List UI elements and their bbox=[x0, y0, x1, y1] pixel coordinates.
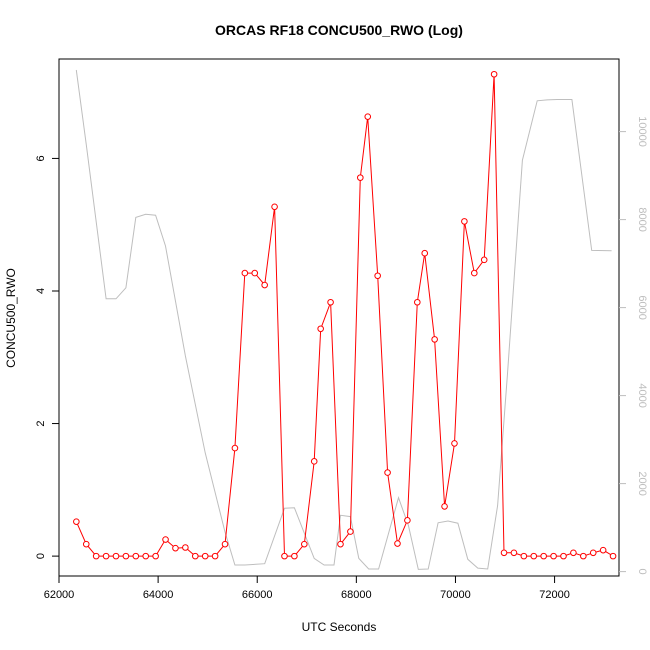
y-tick-label: 2 bbox=[35, 420, 47, 426]
data-point bbox=[589, 549, 597, 557]
data-point bbox=[451, 440, 458, 447]
data-point bbox=[520, 552, 528, 560]
data-point bbox=[327, 298, 334, 306]
data-point bbox=[461, 218, 468, 225]
data-point bbox=[301, 540, 308, 548]
data-point bbox=[122, 552, 130, 560]
x-tick-label: 70000 bbox=[440, 589, 471, 601]
data-point bbox=[404, 517, 411, 524]
data-point bbox=[480, 256, 488, 264]
data-point bbox=[560, 552, 567, 560]
data-point bbox=[337, 540, 344, 548]
data-point bbox=[550, 552, 557, 560]
y-axis: 0 2 4 6 bbox=[35, 155, 60, 559]
data-point bbox=[310, 458, 318, 465]
y-tick-label: 0 bbox=[35, 553, 47, 559]
data-point bbox=[609, 552, 617, 560]
y-axis-label: CONCU500_RWO bbox=[4, 268, 18, 368]
data-point bbox=[261, 281, 268, 289]
data-point bbox=[241, 269, 249, 277]
chart-title: ORCAS RF18 CONCU500_RWO (Log) bbox=[215, 22, 463, 38]
x-axis: 62000 64000 66000 68000 70000 72000 bbox=[44, 575, 570, 601]
y2-tick-label: 6000 bbox=[636, 295, 648, 319]
y-tick-label: 6 bbox=[35, 155, 47, 161]
left-axis-series-line bbox=[75, 74, 614, 557]
data-point bbox=[384, 469, 391, 476]
data-point bbox=[414, 298, 421, 306]
data-point bbox=[182, 544, 189, 551]
data-point bbox=[580, 552, 587, 560]
data-point bbox=[421, 249, 429, 257]
data-point bbox=[357, 174, 364, 181]
data-point bbox=[172, 544, 179, 552]
data-point bbox=[500, 549, 508, 557]
data-point bbox=[132, 552, 140, 560]
data-point bbox=[570, 549, 577, 557]
y-tick-label: 4 bbox=[35, 288, 47, 294]
data-point bbox=[510, 549, 518, 557]
data-point bbox=[470, 269, 478, 277]
data-point bbox=[599, 546, 607, 554]
data-point bbox=[73, 518, 80, 525]
data-point bbox=[490, 70, 498, 78]
data-point bbox=[271, 203, 278, 211]
data-point bbox=[317, 325, 324, 333]
data-point bbox=[152, 552, 159, 560]
data-point bbox=[291, 552, 298, 560]
data-point bbox=[374, 272, 381, 280]
x-tick-label: 68000 bbox=[341, 589, 372, 601]
data-point bbox=[142, 552, 150, 560]
y2-tick-label: 8000 bbox=[636, 207, 648, 231]
data-point bbox=[231, 444, 239, 452]
data-point bbox=[347, 528, 354, 535]
series-layer bbox=[73, 69, 617, 570]
data-point bbox=[364, 113, 372, 120]
x-tick-label: 66000 bbox=[242, 589, 273, 601]
data-point bbox=[221, 540, 229, 548]
y2-tick-label: 2000 bbox=[636, 471, 648, 495]
data-point bbox=[251, 269, 259, 277]
data-point bbox=[82, 540, 90, 548]
data-point bbox=[431, 336, 438, 343]
data-point bbox=[201, 552, 209, 560]
y2-tick-label: 4000 bbox=[636, 383, 648, 407]
data-point bbox=[92, 552, 100, 560]
x-tick-label: 64000 bbox=[143, 589, 174, 601]
data-point bbox=[540, 552, 547, 560]
data-point bbox=[162, 536, 169, 543]
data-point bbox=[112, 552, 120, 560]
data-point bbox=[191, 552, 199, 560]
data-point bbox=[102, 552, 110, 560]
y2-tick-label: 0 bbox=[636, 569, 648, 575]
data-point bbox=[281, 552, 288, 560]
data-point bbox=[530, 552, 538, 560]
data-point bbox=[394, 540, 401, 547]
x-tick-label: 62000 bbox=[44, 589, 75, 601]
data-point bbox=[211, 552, 219, 560]
x-tick-label: 72000 bbox=[539, 589, 570, 601]
y2-axis: 0 2000 4000 6000 8000 10000 bbox=[619, 116, 648, 575]
x-axis-label: UTC Seconds bbox=[302, 620, 377, 634]
y2-tick-label: 10000 bbox=[636, 116, 648, 147]
data-point bbox=[441, 503, 448, 510]
right-axis-series-line bbox=[75, 69, 612, 570]
